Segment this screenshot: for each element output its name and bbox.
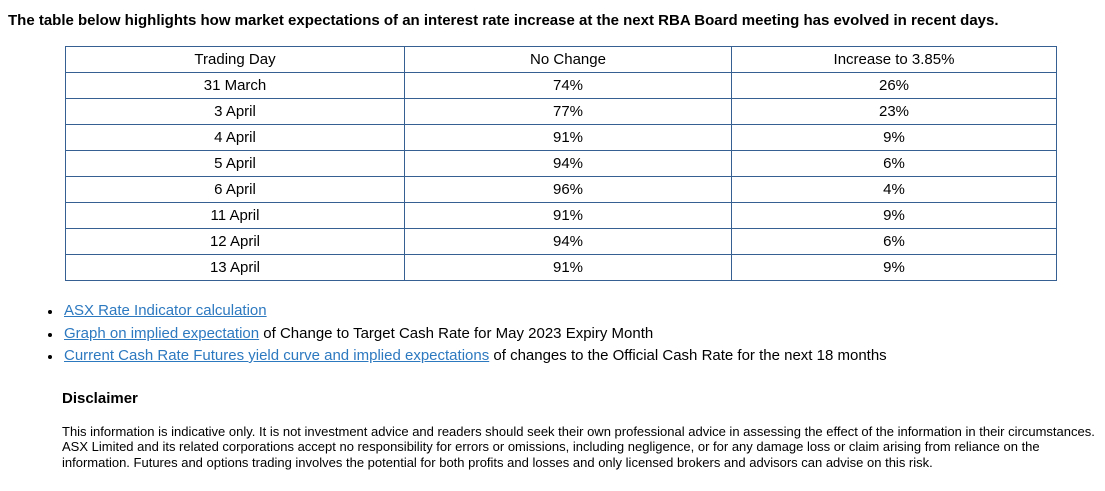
table-cell: 11 April (65, 202, 405, 229)
table-cell: 94% (404, 228, 732, 255)
disclaimer-text: This information is indicative only. It … (62, 423, 1095, 470)
table-row: 13 April 91% 9% (65, 254, 1057, 281)
rate-expectations-table: Trading Day No Change Increase to 3.85% 31… (65, 46, 1057, 281)
bullet-link-suffix: of changes to the Official Cash Rate for… (489, 347, 887, 364)
list-item: Graph on implied expectation of Change t… (62, 323, 1095, 346)
table-body: 31 March 74% 26% 3 April 77% 23% 4 April 91% 9% 5… (65, 72, 1057, 281)
table-row: 4 April 91% 9% (65, 124, 1057, 151)
table-cell: 26% (731, 72, 1057, 99)
table-cell: 4 April (65, 124, 405, 151)
table-header-cell: Increase to 3.85% (731, 46, 1057, 73)
table-row: 6 April 96% 4% (65, 176, 1057, 203)
table-cell: 91% (404, 202, 732, 229)
table-cell: 6% (731, 150, 1057, 177)
bullet-link-suffix: of Change to Target Cash Rate for May 20… (259, 324, 654, 342)
table-cell: 74% (404, 72, 732, 99)
intro-paragraph: The table below highlights how market ex… (8, 12, 999, 29)
table-cell: 6 April (65, 176, 405, 203)
table-header-row: Trading Day No Change Increase to 3.85% (65, 46, 1057, 73)
table-cell: 4% (731, 176, 1057, 203)
list-item: ASX Rate Indicator calculation (62, 300, 1095, 323)
table-header-cell: No Change (404, 46, 732, 73)
table-header-cell: Trading Day (65, 46, 405, 73)
table-cell: 13 April (65, 254, 405, 281)
table-row: 12 April 94% 6% (65, 228, 1057, 255)
table-cell: 9% (731, 202, 1057, 229)
table-row: 11 April 91% 9% (65, 202, 1057, 229)
table-cell: 3 April (65, 98, 405, 125)
list-item: Current Cash Rate Futures yield curve an… (62, 345, 1095, 368)
table-row: 31 March 74% 26% (65, 72, 1057, 99)
resource-link-list: ASX Rate Indicator calculation Graph on i… (8, 300, 1095, 368)
table-cell: 91% (404, 124, 732, 151)
table-cell: 96% (404, 176, 732, 203)
bullet-link[interactable]: Graph on implied expectation (64, 324, 260, 342)
table-cell: 12 April (65, 228, 405, 255)
table-cell: 5 April (65, 150, 405, 177)
table-cell: 23% (731, 98, 1057, 125)
table-cell: 94% (404, 150, 732, 177)
table-row: 3 April 77% 23% (65, 98, 1057, 125)
bullet-link[interactable]: ASX Rate Indicator calculation (64, 302, 267, 319)
table-cell: 6% (731, 228, 1057, 255)
disclaimer-title: Disclaimer (62, 389, 138, 407)
bullet-link[interactable]: Current Cash Rate Futures yield curve an… (64, 347, 490, 364)
table-cell: 9% (731, 124, 1057, 151)
table-cell: 91% (404, 254, 732, 281)
table-cell: 31 March (65, 72, 405, 99)
table-cell: 77% (404, 98, 732, 125)
table-cell: 9% (731, 254, 1057, 281)
table-row: 5 April 94% 6% (65, 150, 1057, 177)
